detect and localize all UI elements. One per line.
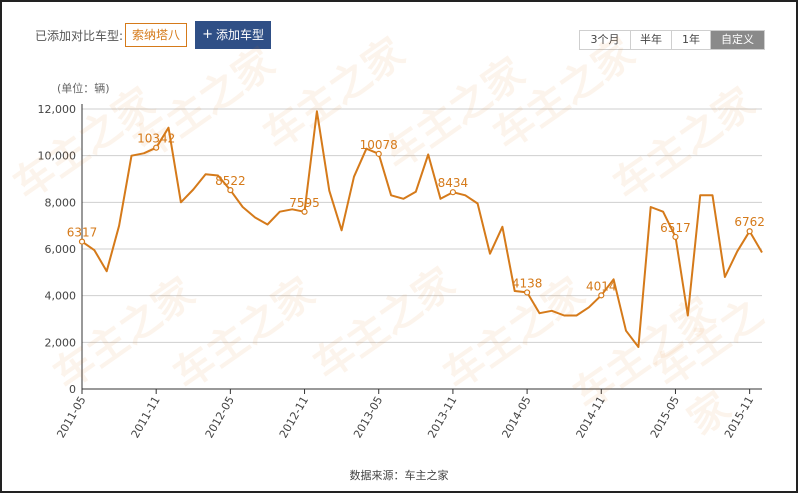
selected-model-tag[interactable]: 索纳塔八 [125,23,188,47]
data-point-marker [598,292,605,299]
x-tick-label: 2011-11 [129,394,163,440]
y-tick-label: 8,000 [45,196,77,209]
x-tick-label: 2014-11 [574,394,608,440]
data-point-label: 4014 [586,279,617,293]
data-point-label: 4138 [512,276,543,290]
data-point-marker [78,238,86,245]
x-tick-label: 2015-05 [648,394,682,440]
data-point-label: 10078 [360,138,398,152]
y-tick-label: 6,000 [45,243,77,256]
data-point-marker [449,189,457,196]
tab-3-months[interactable]: 3个月 [580,31,631,49]
data-point-marker [672,233,679,241]
compare-bar: 已添加对比车型: 索纳塔八 + 添加车型 [35,20,271,50]
data-point-label: 6762 [734,215,765,229]
range-tabs: 3个月 半年 1年 自定义 [579,30,765,50]
plus-icon: + [202,27,213,42]
data-point-label: 8434 [438,176,469,190]
x-tick-label: 2012-11 [277,394,311,440]
add-model-button[interactable]: + 添加车型 [195,21,271,49]
axis-layer: 0 2,000 4,000 6,000 8,000 10,000 12,000 2011-05… [38,103,762,440]
x-tick-label: 2014-05 [499,394,533,440]
x-tick-label: 2013-05 [351,394,385,440]
data-point-label: 8522 [215,174,246,188]
x-tick-label: 2015-11 [722,394,756,440]
y-tick-label: 12,000 [38,103,77,116]
y-tick-label: 2,000 [45,336,77,349]
data-point-marker [301,208,308,215]
line-layer [81,110,763,348]
unit-label: (单位：辆) [57,82,110,95]
y-tick-label: 10,000 [38,150,77,163]
label-layer: 6317 10342 8522 7595 10078 8434 4138 4014 6517 67… [67,132,765,299]
x-tick-label: 2012-05 [203,394,237,440]
sales-series-line [81,110,763,348]
compare-label: 已添加对比车型: [35,28,124,43]
y-tick-label: 0 [69,383,76,396]
tab-half-year[interactable]: 半年 [631,31,672,49]
x-tick-label: 2011-05 [54,394,88,440]
data-source: 数据来源：车主之家 [349,469,449,482]
data-point-marker [375,150,382,157]
data-point-marker [746,228,753,235]
data-point-label: 6517 [660,221,691,235]
data-point-marker [523,289,531,296]
data-point-label: 6317 [67,226,98,240]
data-point-label: 10342 [137,132,175,146]
data-point-marker [153,144,160,151]
data-point-label: 7595 [289,196,320,210]
add-model-label: 添加车型 [215,28,264,42]
data-point-marker [227,187,234,194]
tab-1-year[interactable]: 1年 [672,31,711,49]
tab-custom[interactable]: 自定义 [711,31,764,49]
grid-layer [82,108,762,343]
x-tick-label: 2013-11 [425,394,459,440]
y-tick-label: 4,000 [45,290,77,303]
